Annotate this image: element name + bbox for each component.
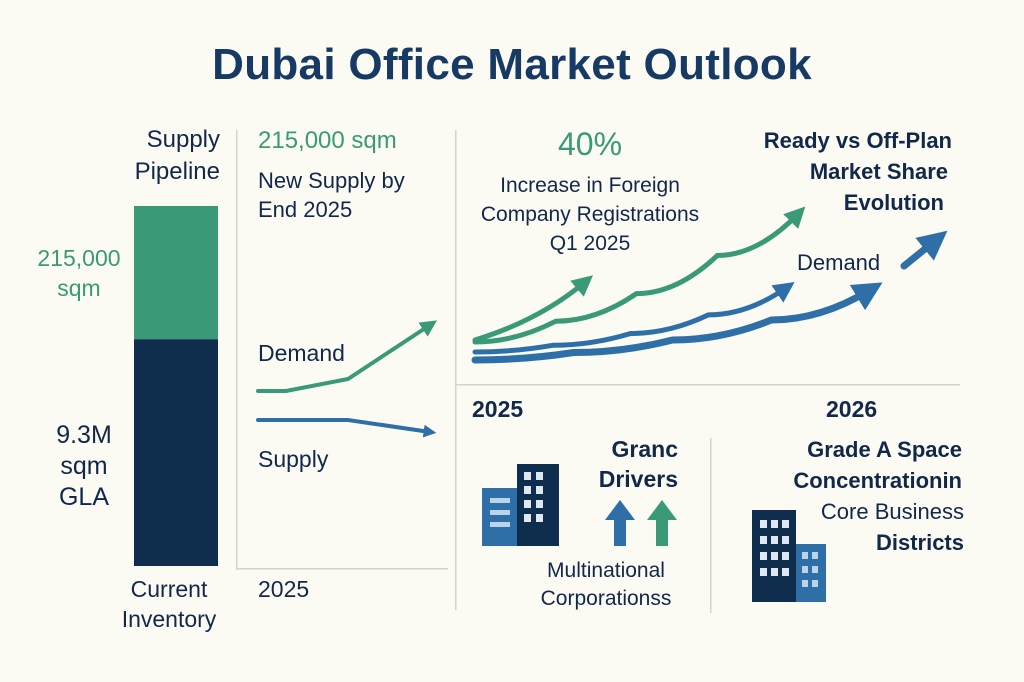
grade-a-heading-line4: Districts	[875, 530, 964, 555]
grade-a-heading-line2: Concentrationin	[793, 468, 962, 493]
inventory-bar-label: 9.3M sqm GLA	[56, 421, 112, 511]
up-arrow-icon	[605, 500, 635, 546]
registrations-value: 40%	[557, 126, 623, 162]
divider-left	[236, 130, 238, 570]
demand-series-label: Demand	[258, 340, 345, 366]
multinational-building-icon	[482, 464, 559, 546]
supply-pipeline-bar	[134, 206, 218, 566]
pipeline-heading: Supply Pipeline	[134, 126, 220, 185]
growth-demand-label: Demand	[797, 250, 881, 275]
new-supply-label: New Supply by End 2025	[258, 168, 405, 222]
market-share-heading-line3: Evolution	[843, 190, 944, 215]
x-tick-2025: 2025	[258, 576, 310, 602]
drivers-caption-line1: Multinational	[547, 559, 665, 582]
registrations-label-line1: Increase in Foreign	[500, 174, 680, 197]
grade-a-heading-line3: Core Business	[820, 499, 964, 524]
page-title: Dubai Office Market Outlook	[212, 40, 812, 89]
growth-curves	[471, 206, 948, 364]
registrations-label-line2: Company Registrations	[480, 203, 700, 226]
divider-mid	[455, 130, 457, 610]
supply-demand-lines	[256, 320, 438, 438]
axis-baseline	[236, 568, 448, 570]
grade-a-building-icon	[752, 510, 826, 602]
growth-curve-demand	[471, 282, 883, 364]
growth-curve-green	[472, 206, 806, 345]
divider-horizontal	[455, 384, 960, 386]
new-supply-value: 215,000 sqm	[258, 127, 397, 154]
up-arrow-icon	[647, 500, 677, 546]
drivers-caption-line2: Corporationss	[540, 587, 672, 610]
registrations-arrow	[472, 275, 594, 343]
bar-segment-inventory	[134, 339, 218, 566]
x-tick-2026: 2026	[826, 396, 878, 422]
growth-curve-blue-upper	[472, 282, 795, 355]
drivers-heading-line1: Granc	[611, 436, 678, 462]
x-tick-2025-right: 2025	[472, 396, 524, 422]
supply-line	[256, 418, 437, 438]
market-share-heading-line2: Market Share	[809, 159, 948, 184]
market-share-heading-line1: Ready vs Off-Plan	[763, 128, 952, 153]
grade-a-heading-line1: Grade A Space	[807, 437, 962, 462]
supply-series-label: Supply	[258, 446, 329, 472]
registrations-label-line3: Q1 2025	[549, 232, 631, 255]
pipeline-bar-label: 215,000 sqm	[37, 245, 121, 301]
drivers-heading-line2: Drivers	[598, 466, 678, 492]
demand-line	[256, 320, 438, 393]
inventory-footer: Current Inventory	[121, 576, 217, 632]
demand-arrow-right	[900, 230, 948, 270]
bar-segment-pipeline	[134, 206, 218, 340]
divider-bottom	[710, 438, 712, 613]
